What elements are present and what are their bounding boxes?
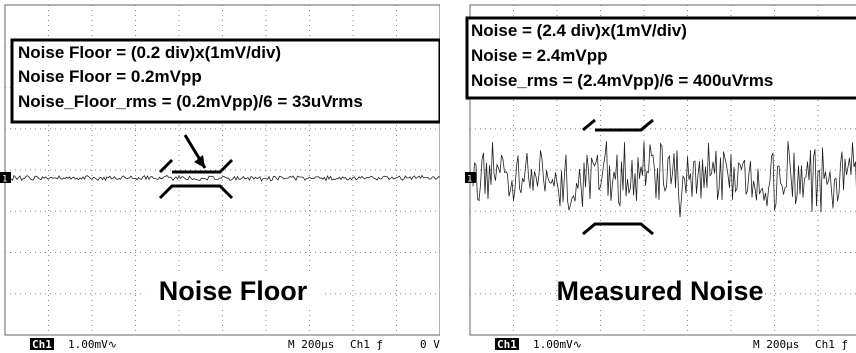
screenshot: 1 Noise Floor = (0.2 div)x(1mV/div) Noise … — [0, 0, 856, 353]
waveform — [8, 175, 440, 181]
annotation-line: Noise = (2.4 div)x(1mV/div) — [471, 21, 687, 40]
status-level: 0 V — [420, 338, 440, 351]
scope-panel: 1 Noise Floor = (0.2 div)x(1mV/div) Noise … — [0, 5, 440, 351]
bracket-bottom — [583, 224, 653, 234]
channel-marker: 1 — [467, 175, 472, 185]
status-scale: 1.00mV∿ — [533, 338, 582, 351]
status-scale: 1.00mV∿ — [68, 338, 117, 351]
annotation-line: Noise Floor = 0.2mVpp — [18, 67, 202, 86]
bracket-top — [583, 120, 653, 130]
caption: Noise Floor — [159, 276, 308, 306]
status-trigger: Ch1 ƒ — [350, 338, 383, 351]
bracket-bottom — [160, 186, 232, 198]
status-channel: Ch1 — [497, 338, 517, 351]
annotation-line: Noise = 2.4mVpp — [471, 46, 608, 65]
status-time: M 200µs — [753, 338, 799, 351]
caption: Measured Noise — [556, 276, 763, 306]
status-trigger: Ch1 ƒ — [815, 338, 848, 351]
scope-panel: 1 Noise = (2.4 div)x(1mV/div) Noise = 2.4m… — [465, 5, 856, 351]
channel-marker: 1 — [2, 175, 7, 185]
waveform — [473, 141, 856, 217]
annotation-line: Noise Floor = (0.2 div)x(1mV/div) — [18, 43, 281, 62]
annotation-line: Noise_rms = (2.4mVpp)/6 = 400uVrms — [471, 71, 773, 90]
status-time: M 200µs — [288, 338, 334, 351]
annotation-line: Noise_Floor_rms = (0.2mVpp)/6 = 33uVrms — [18, 92, 363, 111]
status-channel: Ch1 — [32, 338, 52, 351]
